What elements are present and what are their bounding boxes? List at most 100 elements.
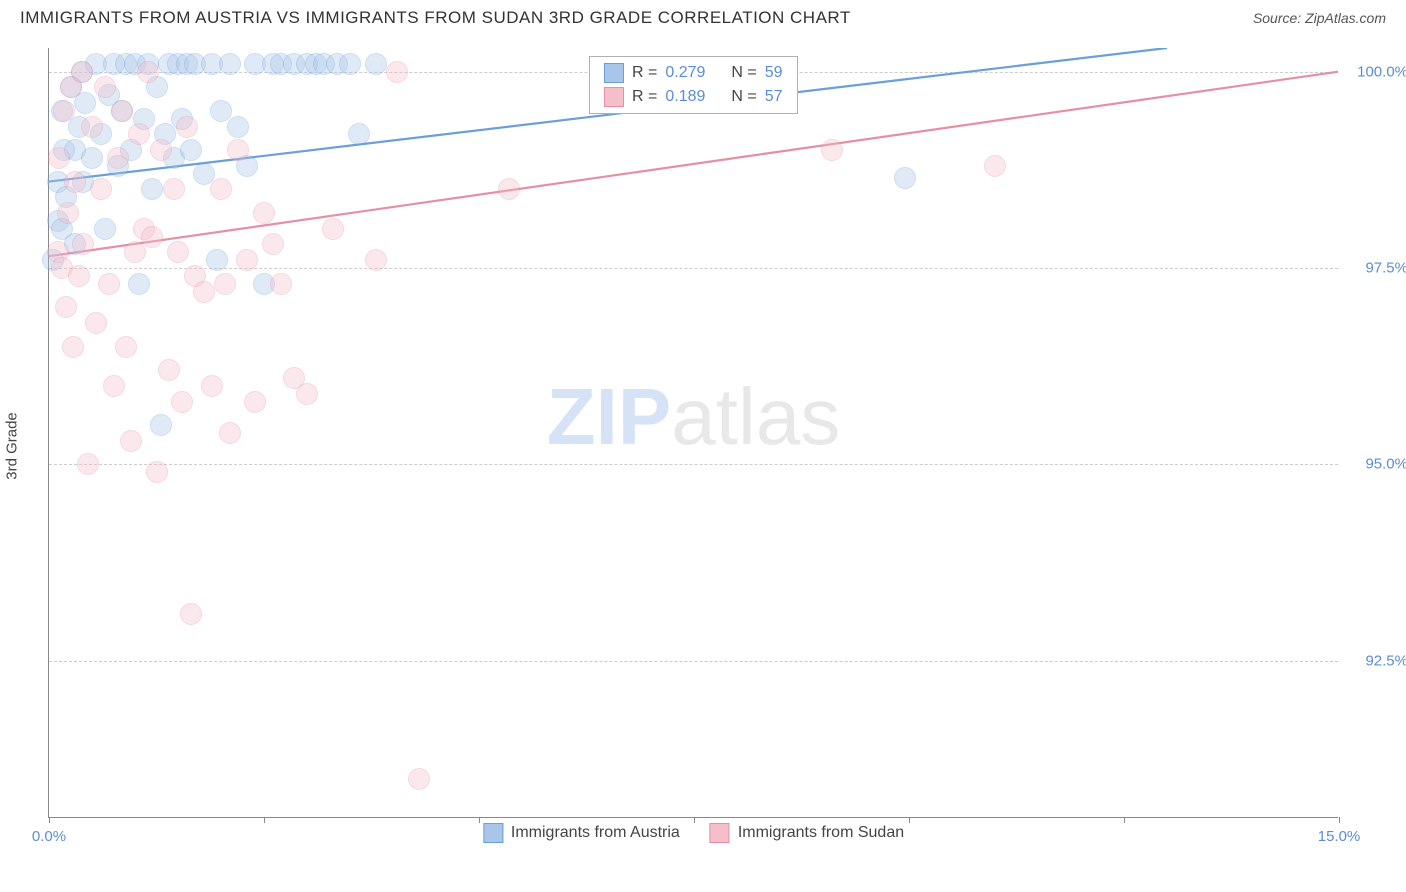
data-point: [348, 123, 370, 145]
data-point: [62, 336, 84, 358]
legend-swatch: [710, 823, 730, 843]
data-point: [262, 233, 284, 255]
data-point: [103, 375, 125, 397]
ytick-label: 97.5%: [1348, 260, 1406, 277]
title-bar: IMMIGRANTS FROM AUSTRIA VS IMMIGRANTS FR…: [0, 0, 1406, 32]
legend-r-value: 0.189: [665, 88, 705, 106]
gridline-h: [49, 464, 1338, 465]
data-point: [821, 139, 843, 161]
xtick-mark: [479, 817, 480, 823]
data-point: [150, 139, 172, 161]
ytick-label: 95.0%: [1348, 456, 1406, 473]
xtick-mark: [264, 817, 265, 823]
watermark-zip: ZIP: [547, 372, 671, 461]
data-point: [386, 61, 408, 83]
data-point: [201, 375, 223, 397]
data-point: [48, 147, 70, 169]
data-point: [193, 163, 215, 185]
legend-series-label: Immigrants from Austria: [511, 824, 680, 842]
legend-swatch: [604, 63, 624, 83]
data-point: [128, 273, 150, 295]
xtick-mark: [909, 817, 910, 823]
data-point: [111, 100, 133, 122]
data-point: [270, 273, 292, 295]
data-point: [81, 116, 103, 138]
data-point: [365, 249, 387, 271]
data-point: [171, 391, 193, 413]
data-point: [90, 178, 112, 200]
data-point: [120, 430, 142, 452]
data-point: [206, 249, 228, 271]
data-point: [167, 241, 189, 263]
data-point: [498, 178, 520, 200]
data-point: [244, 391, 266, 413]
legend-series: Immigrants from Austria Immigrants from S…: [483, 823, 904, 843]
data-point: [253, 202, 275, 224]
data-point: [115, 336, 137, 358]
data-point: [64, 171, 86, 193]
legend-series-label: Immigrants from Sudan: [738, 824, 904, 842]
data-point: [107, 147, 129, 169]
data-point: [227, 139, 249, 161]
data-point: [296, 383, 318, 405]
data-point: [98, 273, 120, 295]
data-point: [81, 147, 103, 169]
data-point: [408, 768, 430, 790]
watermark: ZIPatlas: [547, 371, 840, 463]
data-point: [322, 218, 344, 240]
legend-series-item: Immigrants from Austria: [483, 823, 680, 843]
xtick-mark: [49, 817, 50, 823]
data-point: [180, 139, 202, 161]
legend-stats-row: R = 0.189N = 57: [590, 85, 797, 109]
data-point: [137, 61, 159, 83]
ytick-label: 100.0%: [1348, 63, 1406, 80]
data-point: [236, 249, 258, 271]
watermark-atlas: atlas: [671, 372, 840, 461]
data-point: [124, 241, 146, 263]
data-point: [163, 178, 185, 200]
data-point: [339, 53, 361, 75]
gridline-h: [49, 661, 1338, 662]
data-point: [57, 202, 79, 224]
data-point: [158, 359, 180, 381]
legend-stats: R = 0.279 N = 59R = 0.189 N = 57: [589, 56, 798, 114]
chart-plot-area: ZIPatlas 92.5%95.0%97.5%100.0%0.0%15.0%R…: [48, 48, 1338, 818]
data-point: [53, 100, 75, 122]
legend-n-label: N =: [731, 64, 756, 82]
legend-n-value: 59: [765, 64, 783, 82]
legend-swatch: [604, 87, 624, 107]
data-point: [193, 281, 215, 303]
data-point: [227, 116, 249, 138]
data-point: [180, 603, 202, 625]
legend-n-value: 57: [765, 88, 783, 106]
data-point: [94, 218, 116, 240]
xtick-label: 15.0%: [1318, 828, 1361, 845]
legend-n-label: N =: [731, 88, 756, 106]
legend-stats-row: R = 0.279 N = 59: [590, 61, 797, 85]
data-point: [85, 312, 107, 334]
data-point: [176, 116, 198, 138]
data-point: [141, 226, 163, 248]
data-point: [210, 178, 232, 200]
legend-swatch: [483, 823, 503, 843]
y-axis-label: 3rd Grade: [4, 412, 21, 480]
data-point: [77, 453, 99, 475]
source-label: Source: ZipAtlas.com: [1253, 10, 1386, 26]
legend-r-label: R =: [632, 64, 657, 82]
chart-title: IMMIGRANTS FROM AUSTRIA VS IMMIGRANTS FR…: [20, 8, 851, 28]
legend-r-value: 0.279: [665, 64, 705, 82]
data-point: [94, 76, 116, 98]
xtick-label: 0.0%: [32, 828, 66, 845]
data-point: [214, 273, 236, 295]
data-point: [219, 422, 241, 444]
data-point: [210, 100, 232, 122]
data-point: [141, 178, 163, 200]
data-point: [219, 53, 241, 75]
data-point: [894, 167, 916, 189]
data-point: [365, 53, 387, 75]
data-point: [72, 233, 94, 255]
data-point: [71, 61, 93, 83]
xtick-mark: [1339, 817, 1340, 823]
data-point: [128, 123, 150, 145]
data-point: [146, 461, 168, 483]
